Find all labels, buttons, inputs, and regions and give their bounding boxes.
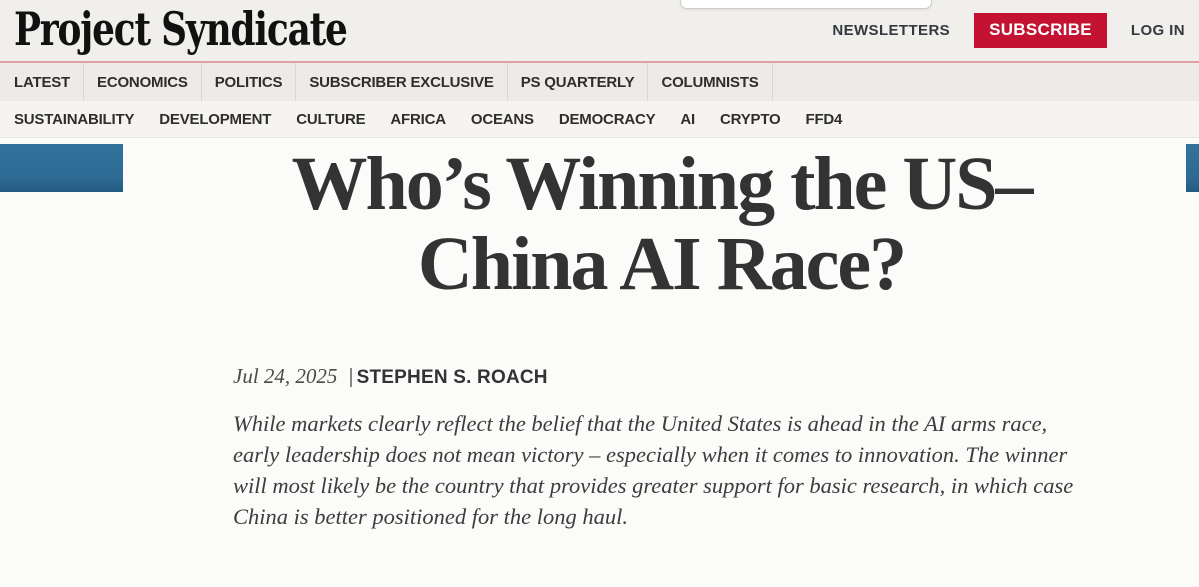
nav-item-ps-quarterly[interactable]: PS QUARTERLY [508, 63, 649, 101]
subscribe-button[interactable]: SUBSCRIBE [974, 13, 1107, 48]
nav-item-latest[interactable]: LATEST [14, 63, 85, 101]
nav-item-ai[interactable]: AI [680, 110, 696, 128]
byline-separator: | [348, 366, 354, 388]
article-summary: While markets clearly reflect the belief… [233, 411, 1074, 529]
article-title: Who’s Winning the US– China AI Race? [233, 144, 1090, 304]
article-content-column: Who’s Winning the US– China AI Race? Jul… [233, 144, 1090, 532]
nav-item-ffd4[interactable]: FFD4 [805, 110, 843, 128]
newsletters-link[interactable]: NEWSLETTERS [832, 22, 951, 39]
publish-date: Jul 24, 2025 [233, 364, 338, 388]
article-title-line-2: China AI Race? [417, 222, 907, 306]
secondary-nav: SUSTAINABILITY DEVELOPMENT CULTURE AFRIC… [0, 101, 1199, 138]
nav-item-democracy[interactable]: DEMOCRACY [558, 110, 656, 128]
article-main: Who’s Winning the US– China AI Race? Jul… [0, 144, 1199, 587]
left-edge-image [0, 144, 123, 192]
primary-nav: LATEST ECONOMICS POLITICS SUBSCRIBER EXC… [0, 63, 1199, 101]
nav-item-sustainability[interactable]: SUSTAINABILITY [14, 110, 135, 128]
author-link[interactable]: STEPHEN S. ROACH [356, 367, 548, 388]
top-overlay-box [680, 0, 932, 9]
nav-item-culture[interactable]: CULTURE [296, 110, 366, 128]
article-title-line-1: Who’s Winning the US– [291, 142, 1033, 226]
site-header: Project Syndicate NEWSLETTERS SUBSCRIBE … [0, 0, 1199, 63]
right-edge-image [1186, 144, 1199, 192]
nav-item-columnists[interactable]: COLUMNISTS [648, 63, 773, 101]
nav-item-politics[interactable]: POLITICS [202, 63, 297, 101]
nav-item-development[interactable]: DEVELOPMENT [159, 110, 272, 128]
login-link[interactable]: LOG IN [1130, 22, 1185, 39]
nav-item-economics[interactable]: ECONOMICS [84, 63, 202, 101]
nav-item-oceans[interactable]: OCEANS [470, 110, 534, 128]
nav-item-crypto[interactable]: CRYPTO [720, 110, 781, 128]
site-logo[interactable]: Project Syndicate [14, 1, 348, 56]
byline: Jul 24, 2025 | STEPHEN S. ROACH [233, 364, 1090, 389]
header-actions: NEWSLETTERS SUBSCRIBE LOG IN [832, 13, 1185, 48]
nav-item-subscriber-exclusive[interactable]: SUBSCRIBER EXCLUSIVE [296, 63, 508, 101]
nav-item-africa[interactable]: AFRICA [390, 110, 446, 128]
